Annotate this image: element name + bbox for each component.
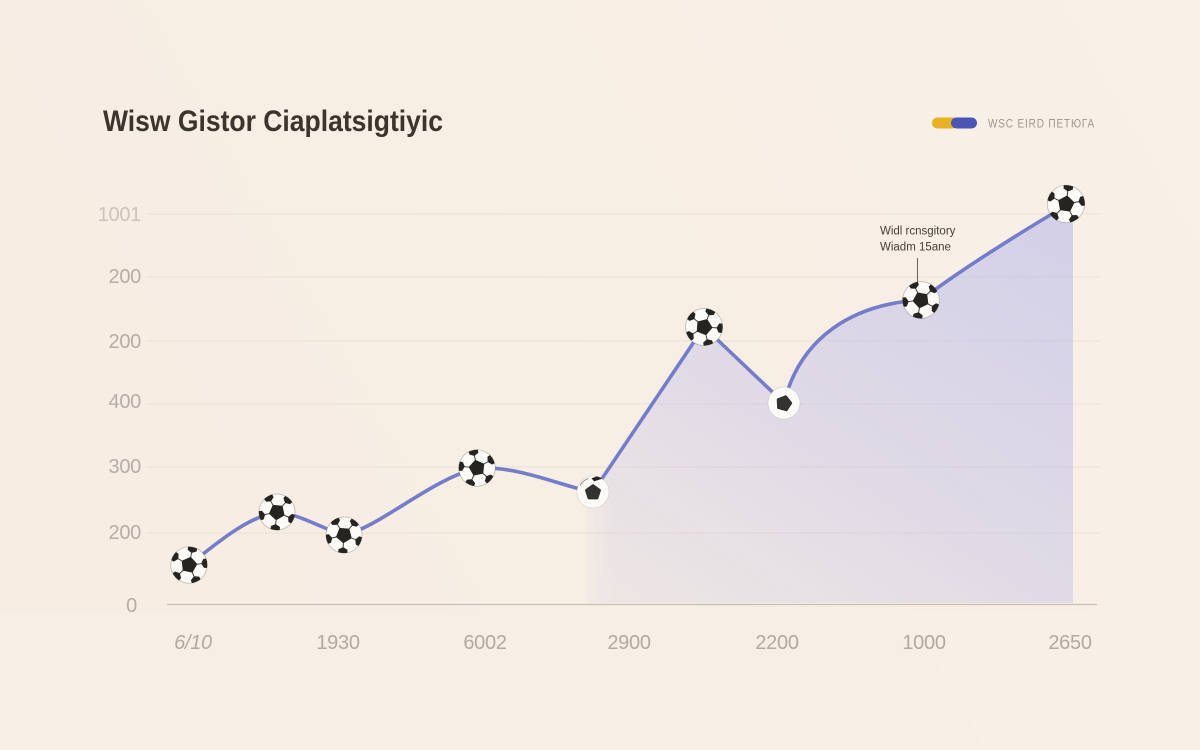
svg-text:Wiadm 15ane: Wiadm 15ane <box>880 242 951 254</box>
svg-text:1930: 1930 <box>316 632 359 654</box>
svg-text:1000: 1000 <box>902 632 945 654</box>
svg-text:0: 0 <box>126 595 137 617</box>
svg-text:300: 300 <box>109 456 142 478</box>
svg-text:200: 200 <box>109 331 142 353</box>
svg-text:2200: 2200 <box>755 632 798 654</box>
svg-text:1001: 1001 <box>98 204 141 226</box>
svg-text:6/10: 6/10 <box>174 632 212 654</box>
svg-text:400: 400 <box>109 391 142 413</box>
svg-text:Widl rcnsgitory: Widl rcnsgitory <box>880 226 956 238</box>
svg-text:200: 200 <box>109 522 142 544</box>
svg-text:2900: 2900 <box>607 632 650 654</box>
svg-text:WSC EIRD ПЕТЮГА: WSC EIRD ПЕТЮГА <box>988 119 1095 131</box>
svg-text:Wisw Gistor Ciaplatsigtiyic: Wisw Gistor Ciaplatsigtiyic <box>103 105 443 138</box>
svg-text:6002: 6002 <box>463 632 506 654</box>
svg-text:200: 200 <box>109 266 142 288</box>
svg-text:2650: 2650 <box>1048 632 1091 654</box>
